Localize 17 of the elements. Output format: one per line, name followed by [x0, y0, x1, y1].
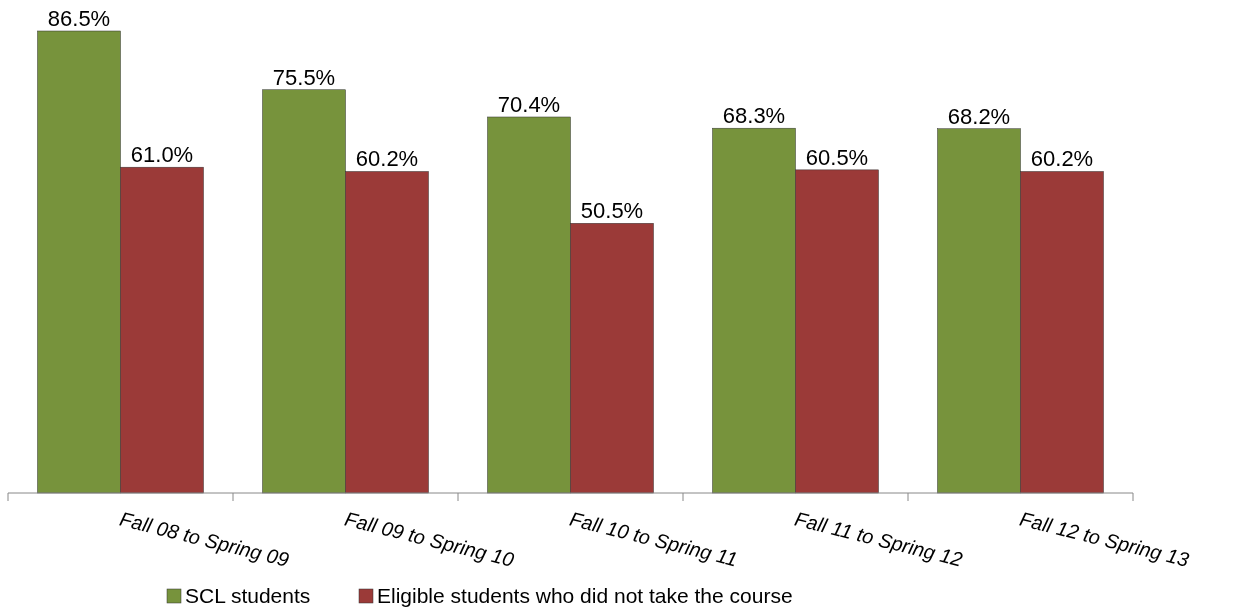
- data-label: 75.5%: [272, 64, 336, 90]
- data-label: 60.2%: [1030, 146, 1094, 172]
- x-tick-label: Fall 11 to Spring 12: [792, 507, 965, 571]
- data-label: 60.2%: [355, 146, 419, 172]
- x-tick-label: Fall 09 to Spring 10: [342, 507, 517, 571]
- legend-label: Eligible students who did not take the course: [377, 584, 793, 607]
- data-label: 61.0%: [130, 142, 194, 168]
- data-label: 60.5%: [805, 144, 869, 170]
- data-label: 68.3%: [722, 103, 786, 129]
- legend-label: SCL students: [185, 584, 311, 607]
- data-label: 68.2%: [947, 103, 1011, 129]
- x-tick-label: Fall 10 to Spring 11: [567, 507, 740, 571]
- data-label: 86.5%: [47, 6, 111, 31]
- x-tick-label: Fall 08 to Spring 09: [117, 507, 292, 571]
- data-label: 70.4%: [497, 91, 561, 117]
- data-label: 50.5%: [580, 198, 644, 224]
- x-tick-label: Fall 12 to Spring 13: [1017, 507, 1192, 571]
